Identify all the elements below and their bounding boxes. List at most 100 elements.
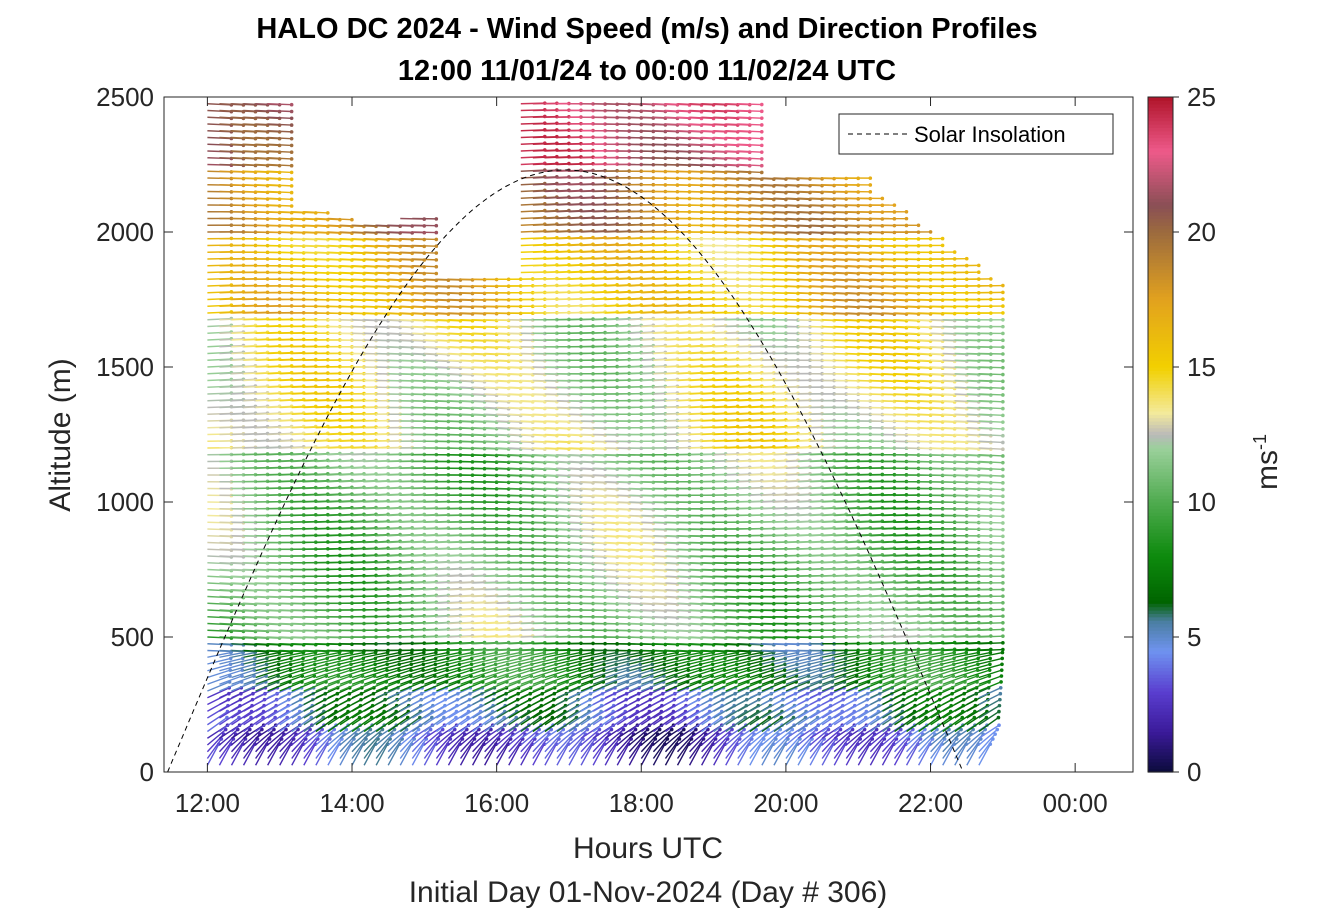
wind-barb-head xyxy=(252,668,257,672)
wind-barb xyxy=(387,743,401,766)
wind-barb xyxy=(207,657,231,665)
wind-barb xyxy=(231,717,252,733)
wind-barb xyxy=(243,675,267,685)
wind-barb xyxy=(219,681,242,692)
wind-barb xyxy=(508,710,530,726)
wind-barb xyxy=(255,675,279,685)
wind-barb xyxy=(255,663,279,672)
wind-barb-head xyxy=(494,650,498,655)
wind-barb-head xyxy=(228,668,233,672)
wind-barb xyxy=(255,729,275,746)
wind-barb xyxy=(255,669,279,679)
wind-barb xyxy=(315,743,328,766)
wind-barb-head xyxy=(518,650,523,655)
wind-barb xyxy=(255,687,278,699)
wind-barb xyxy=(206,743,220,766)
wind-barb xyxy=(375,710,397,726)
wind-barb xyxy=(471,743,485,766)
wind-barb xyxy=(267,710,289,726)
wind-barb xyxy=(243,681,267,692)
wind-barb-head xyxy=(272,727,276,732)
wind-barb xyxy=(412,231,437,234)
wind-barb xyxy=(207,675,231,685)
wind-barb xyxy=(399,743,413,766)
wind-barb xyxy=(459,743,473,766)
wind-barb xyxy=(532,710,554,726)
wind-barb-head xyxy=(289,143,294,148)
wind-barb-head xyxy=(289,163,294,168)
wind-barb xyxy=(412,238,437,241)
wind-barb xyxy=(544,710,566,726)
wind-barb xyxy=(436,710,457,726)
wind-barb-head xyxy=(276,668,281,672)
wind-barb-head xyxy=(434,264,439,269)
wind-barb-head xyxy=(434,230,439,235)
wind-barb-head xyxy=(434,251,439,255)
wind-barb xyxy=(267,743,280,766)
wind-barb-head xyxy=(289,116,294,121)
wind-barb-head xyxy=(289,197,294,202)
wind-barb xyxy=(448,710,469,726)
wind-barb-head xyxy=(289,157,294,161)
wind-barb-head xyxy=(434,237,439,242)
wind-barb xyxy=(291,710,313,726)
wind-barb xyxy=(303,710,325,726)
wind-barb-head xyxy=(434,258,439,262)
wind-barb xyxy=(267,103,292,106)
wind-barb xyxy=(387,710,409,726)
wind-barb xyxy=(303,743,316,766)
wind-barb xyxy=(219,669,243,679)
wind-barb xyxy=(315,710,337,726)
wind-barb xyxy=(242,738,259,759)
wind-barb xyxy=(520,710,542,726)
wind-barb-head xyxy=(434,217,439,221)
wind-barb xyxy=(219,687,242,699)
wind-barb xyxy=(351,743,365,766)
wind-barb xyxy=(255,738,271,759)
wind-barb xyxy=(255,710,277,726)
wind-barb xyxy=(363,743,377,766)
wind-barb xyxy=(231,710,252,726)
wind-barb xyxy=(339,710,361,726)
wind-barb-head xyxy=(325,211,330,215)
wind-barb-head xyxy=(350,217,354,222)
wind-barb xyxy=(243,657,268,665)
wind-barb xyxy=(508,743,521,766)
wind-barb-head xyxy=(289,109,294,114)
wind-barb xyxy=(207,710,228,726)
wind-barb-head xyxy=(470,650,474,655)
wind-barb xyxy=(243,669,267,679)
chart-title-line-1: HALO DC 2024 - Wind Speed (m/s) and Dire… xyxy=(256,13,1037,45)
wind-barb xyxy=(231,681,254,692)
wind-barb xyxy=(460,710,481,726)
wind-barb xyxy=(219,710,240,726)
wind-barb-head xyxy=(260,727,264,732)
wind-barb xyxy=(484,743,497,766)
wind-barb xyxy=(219,657,243,665)
wind-barb xyxy=(219,675,243,685)
wind-barb-head xyxy=(289,136,294,141)
wind-barb-head xyxy=(289,130,294,134)
wind-barb xyxy=(231,663,255,672)
wind-barb xyxy=(218,743,232,766)
wind-barb xyxy=(484,710,506,726)
wind-barb xyxy=(231,687,254,699)
wind-barb xyxy=(206,729,227,746)
wind-barb xyxy=(423,710,445,726)
wind-barb xyxy=(207,681,230,692)
wind-barb xyxy=(255,651,280,658)
wind-barb-head xyxy=(530,650,535,655)
wind-barb-head xyxy=(542,650,547,655)
wind-barb xyxy=(255,657,280,665)
wind-barb xyxy=(207,651,232,658)
wind-barb xyxy=(279,710,301,726)
wind-barb xyxy=(423,743,437,766)
wind-barb-head xyxy=(434,271,439,276)
wind-barb xyxy=(556,743,570,766)
wind-barb-head xyxy=(289,177,294,181)
wind-barb xyxy=(243,717,264,733)
wind-barb-head xyxy=(289,170,294,175)
wind-barb xyxy=(243,663,267,672)
wind-barb xyxy=(218,729,239,746)
